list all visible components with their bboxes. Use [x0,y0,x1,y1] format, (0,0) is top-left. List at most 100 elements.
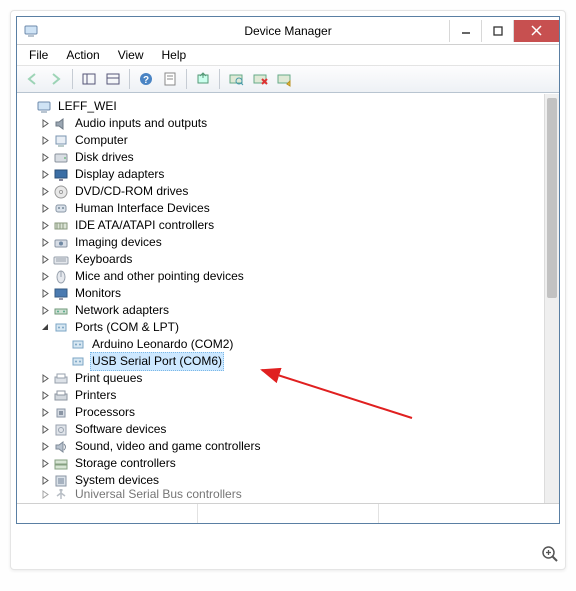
tree-node[interactable]: USB Serial Port (COM6) [19,353,544,370]
tree-node-label[interactable]: Arduino Leonardo (COM2) [90,336,235,353]
tree-node[interactable]: Arduino Leonardo (COM2) [19,336,544,353]
tree-node-label[interactable]: Printers [73,387,118,404]
monitor-icon [53,286,69,302]
tree-node[interactable]: Human Interface Devices [19,200,544,217]
tree-node[interactable]: Ports (COM & LPT) [19,319,544,336]
tree-node[interactable]: LEFF_WEI [19,98,544,115]
toolbar-separator [72,69,73,89]
tree-node[interactable]: Processors [19,404,544,421]
tree-node-label[interactable]: USB Serial Port (COM6) [90,352,224,371]
expand-icon[interactable] [40,407,51,418]
toolbar: ? [17,65,559,93]
tree-node-label[interactable]: LEFF_WEI [56,98,119,115]
close-button[interactable] [513,20,559,42]
collapse-icon[interactable] [40,322,51,333]
expand-icon[interactable] [40,254,51,265]
tree-node[interactable]: Printers [19,387,544,404]
toolbar-properties-pane-icon[interactable] [102,68,124,90]
tree-node-label[interactable]: Monitors [73,285,123,302]
tree-node-label[interactable]: Network adapters [73,302,171,319]
network-icon [53,303,69,319]
tree-node[interactable]: Keyboards [19,251,544,268]
tree-node[interactable]: Universal Serial Bus controllers [19,489,544,499]
expand-icon[interactable] [40,169,51,180]
tree-node[interactable]: IDE ATA/ATAPI controllers [19,217,544,234]
expand-icon[interactable] [40,424,51,435]
expand-icon[interactable] [40,288,51,299]
expand-icon[interactable] [40,373,51,384]
tree-node[interactable]: Mice and other pointing devices [19,268,544,285]
tree-node[interactable]: Imaging devices [19,234,544,251]
expand-icon[interactable] [40,458,51,469]
expand-icon[interactable] [40,237,51,248]
tree-node-label[interactable]: DVD/CD-ROM drives [73,183,190,200]
tree-node[interactable]: Monitors [19,285,544,302]
tree-node[interactable]: Computer [19,132,544,149]
toolbar-help-icon[interactable]: ? [135,68,157,90]
tree-node[interactable]: Sound, video and game controllers [19,438,544,455]
expand-icon[interactable] [40,305,51,316]
expand-icon[interactable] [40,390,51,401]
menu-file[interactable]: File [21,47,56,63]
status-cell [198,504,379,523]
vertical-scrollbar[interactable] [544,94,559,503]
toolbar-scan-hardware-icon[interactable] [225,68,247,90]
tree-node[interactable]: Print queues [19,370,544,387]
expand-icon[interactable] [40,203,51,214]
maximize-button[interactable] [481,20,513,42]
statusbar [17,503,559,523]
scrollbar-thumb[interactable] [547,98,557,298]
tree-node-label[interactable]: Imaging devices [73,234,164,251]
expander-blank [57,356,68,367]
minimize-button[interactable] [449,20,481,42]
tree-node-label[interactable]: Universal Serial Bus controllers [73,489,244,499]
toolbar-uninstall-icon[interactable] [249,68,271,90]
tree-node-label[interactable]: System devices [73,472,161,489]
expand-icon[interactable] [40,186,51,197]
expander-blank [23,101,34,112]
expand-icon[interactable] [40,475,51,486]
expand-icon[interactable] [40,118,51,129]
tree-node[interactable]: Storage controllers [19,455,544,472]
tree-node-label[interactable]: Processors [73,404,137,421]
tree-node[interactable]: DVD/CD-ROM drives [19,183,544,200]
tree-node-label[interactable]: Keyboards [73,251,134,268]
tree-node[interactable]: Network adapters [19,302,544,319]
tree-node-label[interactable]: Mice and other pointing devices [73,268,246,285]
menu-help[interactable]: Help [154,47,195,63]
tree-node-label[interactable]: Disk drives [73,149,136,166]
toolbar-show-hidden-icon[interactable] [78,68,100,90]
tree-node-label[interactable]: Audio inputs and outputs [73,115,209,132]
toolbar-disable-icon[interactable] [273,68,295,90]
tree-node-label[interactable]: Computer [73,132,130,149]
menu-action[interactable]: Action [58,47,107,63]
tree-node-label[interactable]: Software devices [73,421,168,438]
port-icon [70,337,86,353]
tree-node[interactable]: Disk drives [19,149,544,166]
menubar: FileActionViewHelp [17,45,559,65]
expand-icon[interactable] [40,489,51,499]
expand-icon[interactable] [40,220,51,231]
tree-node-label[interactable]: Print queues [73,370,144,387]
tree-node-label[interactable]: Sound, video and game controllers [73,438,262,455]
printer-icon [53,388,69,404]
tree-node-label[interactable]: IDE ATA/ATAPI controllers [73,217,216,234]
tree-node[interactable]: Display adapters [19,166,544,183]
device-tree[interactable]: LEFF_WEIAudio inputs and outputsComputer… [17,94,544,503]
expand-icon[interactable] [40,441,51,452]
dvd-icon [53,184,69,200]
tree-node[interactable]: Audio inputs and outputs [19,115,544,132]
tree-node-label[interactable]: Display adapters [73,166,166,183]
tree-node[interactable]: Software devices [19,421,544,438]
tree-node-label[interactable]: Human Interface Devices [73,200,212,217]
tree-node-label[interactable]: Storage controllers [73,455,178,472]
expand-icon[interactable] [40,271,51,282]
tree-node-label[interactable]: Ports (COM & LPT) [73,319,181,336]
toolbar-update-driver-icon[interactable] [192,68,214,90]
expand-icon[interactable] [40,135,51,146]
magnify-icon[interactable] [541,545,559,563]
expand-icon[interactable] [40,152,51,163]
menu-view[interactable]: View [110,47,152,63]
toolbar-properties-icon[interactable] [159,68,181,90]
tree-node[interactable]: System devices [19,472,544,489]
